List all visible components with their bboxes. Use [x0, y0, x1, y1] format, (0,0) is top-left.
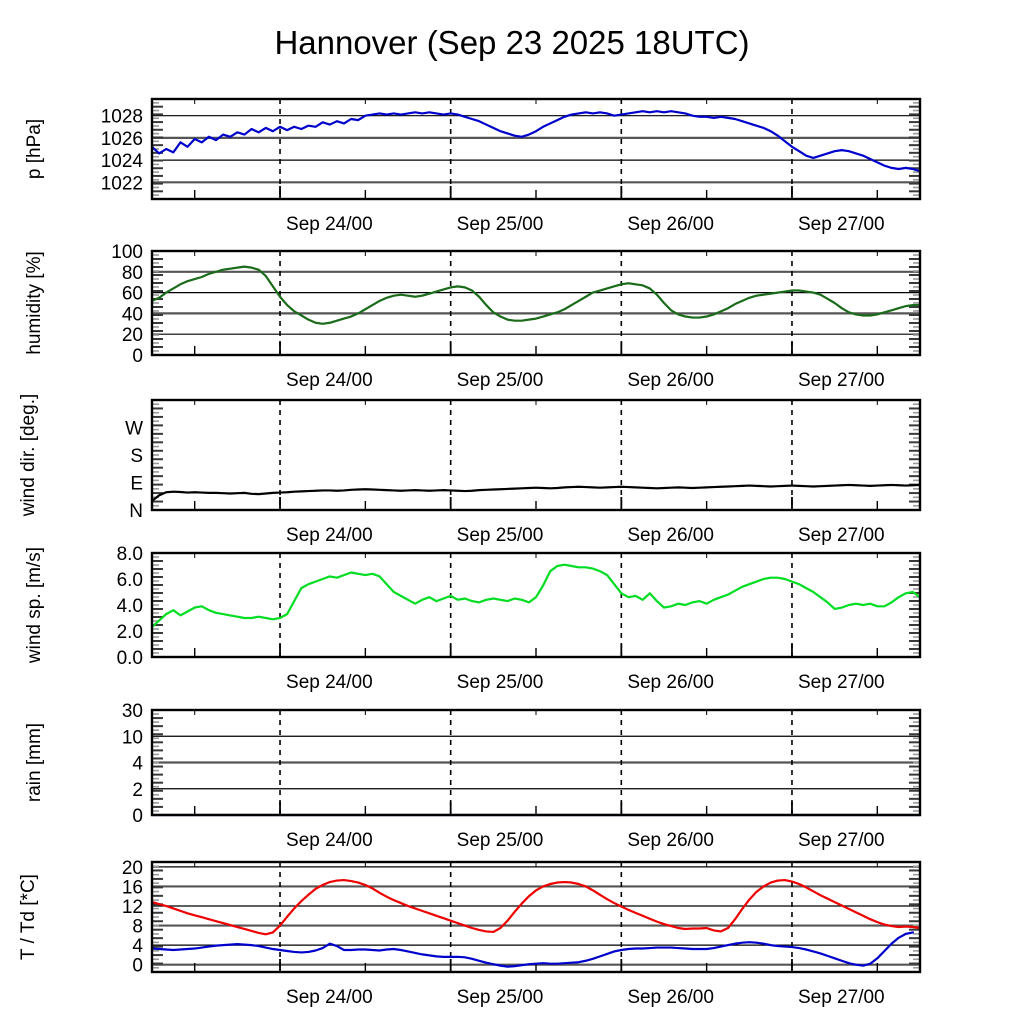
- x-tick-label: Sep 25/00: [457, 672, 544, 693]
- x-tick-label: Sep 26/00: [627, 672, 714, 693]
- y-tick-label: 1026: [101, 129, 143, 150]
- x-tick-label: Sep 24/00: [286, 672, 373, 693]
- x-tick-label: Sep 24/00: [286, 214, 373, 235]
- x-tick-label: Sep 24/00: [286, 370, 373, 391]
- y-tick-label: 20: [122, 858, 143, 879]
- x-tick-label: Sep 27/00: [798, 525, 885, 546]
- y-tick-label: 0: [132, 956, 143, 977]
- x-tick-label: Sep 24/00: [286, 525, 373, 546]
- chart-panel-temperature_dewpoint: 0 4 8 12 16 20 Sep 24/00 Sep 25/00 Sep 26/00 Sep …: [0, 848, 1024, 1018]
- y-axis-label: rain [mm]: [24, 723, 45, 802]
- series-line-pressure: [150, 110, 922, 173]
- x-tick-label: Sep 25/00: [457, 830, 544, 851]
- y-tick-label: 8: [132, 917, 143, 938]
- plot-background: [152, 553, 920, 657]
- plot-background: [152, 99, 920, 199]
- chart-panel-humidity: 0 20 40 60 80 100 Sep 24/00 Sep 25/00 Sep 26/00 S…: [0, 237, 1024, 401]
- plot-frame: [150, 551, 922, 659]
- x-tick-label: Sep 27/00: [798, 672, 885, 693]
- plot-frame: [150, 97, 922, 201]
- page-title: Hannover (Sep 23 2025 18UTC): [274, 24, 750, 61]
- y-tick-label: 4: [132, 754, 143, 775]
- y-tick-label: 2.0: [117, 622, 143, 643]
- series-line-wind_direction: [150, 483, 922, 502]
- y-tick-label: 0.0: [117, 648, 143, 669]
- y-axis-label: humidity [%]: [24, 251, 45, 354]
- y-tick-label: 10: [122, 727, 143, 748]
- plot-frame: [150, 398, 922, 512]
- y-tick-label: 100: [111, 242, 143, 263]
- plot-frame: [150, 708, 922, 817]
- x-tick-label: Sep 25/00: [457, 987, 544, 1008]
- series-line-humidity: [150, 265, 922, 325]
- chart-panel-rain: 0 2 4 10 30 Sep 24/00 Sep 25/00 Sep 26/00 Sep 27…: [0, 696, 1024, 861]
- y-axis-label: wind dir. [deg.]: [18, 394, 39, 518]
- x-tick-label: Sep 26/00: [627, 987, 714, 1008]
- y-tick-label: S: [130, 446, 143, 467]
- plot-frame: [150, 860, 922, 974]
- y-tick-label: E: [130, 474, 143, 495]
- y-tick-label: 0: [132, 806, 143, 827]
- y-tick-label: 1022: [101, 173, 143, 194]
- y-tick-label: 2: [132, 780, 143, 801]
- x-tick-label: Sep 25/00: [457, 525, 544, 546]
- y-tick-label: 60: [122, 284, 143, 305]
- plot-background: [152, 251, 920, 355]
- chart-panel-wind_direction: N E S W Sep 24/00 Sep 25/00 Sep 26/00 Sep 27/00…: [0, 386, 1024, 556]
- y-tick-label: 0: [132, 346, 143, 367]
- x-tick-label: Sep 26/00: [627, 830, 714, 851]
- y-tick-label: 8.0: [117, 544, 143, 565]
- series-line-Td: [150, 931, 914, 968]
- y-tick-label: 12: [122, 897, 143, 918]
- y-tick-label: 20: [122, 325, 143, 346]
- y-tick-label: 1028: [101, 107, 143, 128]
- plot-frame: [150, 249, 922, 357]
- x-tick-label: Sep 24/00: [286, 987, 373, 1008]
- y-tick-label: 6.0: [117, 570, 143, 591]
- x-tick-label: Sep 26/00: [627, 214, 714, 235]
- y-tick-label: 80: [122, 263, 143, 284]
- y-axis-label: wind sp. [m/s]: [24, 547, 45, 664]
- x-tick-label: Sep 27/00: [798, 370, 885, 391]
- y-axis-label: p [hPa]: [24, 119, 45, 179]
- series-line-wind_speed: [150, 563, 922, 629]
- chart-panel-pressure: 1022 1024 1026 1028 Sep 24/00 Sep 25/00 Sep 26…: [0, 85, 1024, 245]
- y-tick-label: N: [129, 501, 143, 522]
- x-tick-label: Sep 26/00: [627, 525, 714, 546]
- y-tick-label: 4.0: [117, 596, 143, 617]
- x-tick-label: Sep 25/00: [457, 370, 544, 391]
- y-tick-label: 16: [122, 877, 143, 898]
- y-tick-label: 40: [122, 304, 143, 325]
- chart-panel-wind_speed: 0.0 2.0 4.0 6.0 8.0 Sep 24/00 Sep 25/00 Sep 26/…: [0, 539, 1024, 703]
- x-tick-label: Sep 26/00: [627, 370, 714, 391]
- x-tick-label: Sep 27/00: [798, 830, 885, 851]
- y-tick-label: 1024: [101, 151, 144, 172]
- x-tick-label: Sep 25/00: [457, 214, 544, 235]
- x-tick-label: Sep 27/00: [798, 214, 885, 235]
- plot-background: [152, 862, 920, 972]
- x-tick-label: Sep 27/00: [798, 987, 885, 1008]
- series-line-T: [150, 878, 922, 936]
- y-axis-label: T / Td [*C]: [18, 874, 39, 960]
- x-tick-label: Sep 24/00: [286, 830, 373, 851]
- y-tick-label: W: [125, 419, 143, 440]
- y-tick-label: 4: [132, 936, 143, 957]
- y-tick-label: 30: [122, 701, 143, 722]
